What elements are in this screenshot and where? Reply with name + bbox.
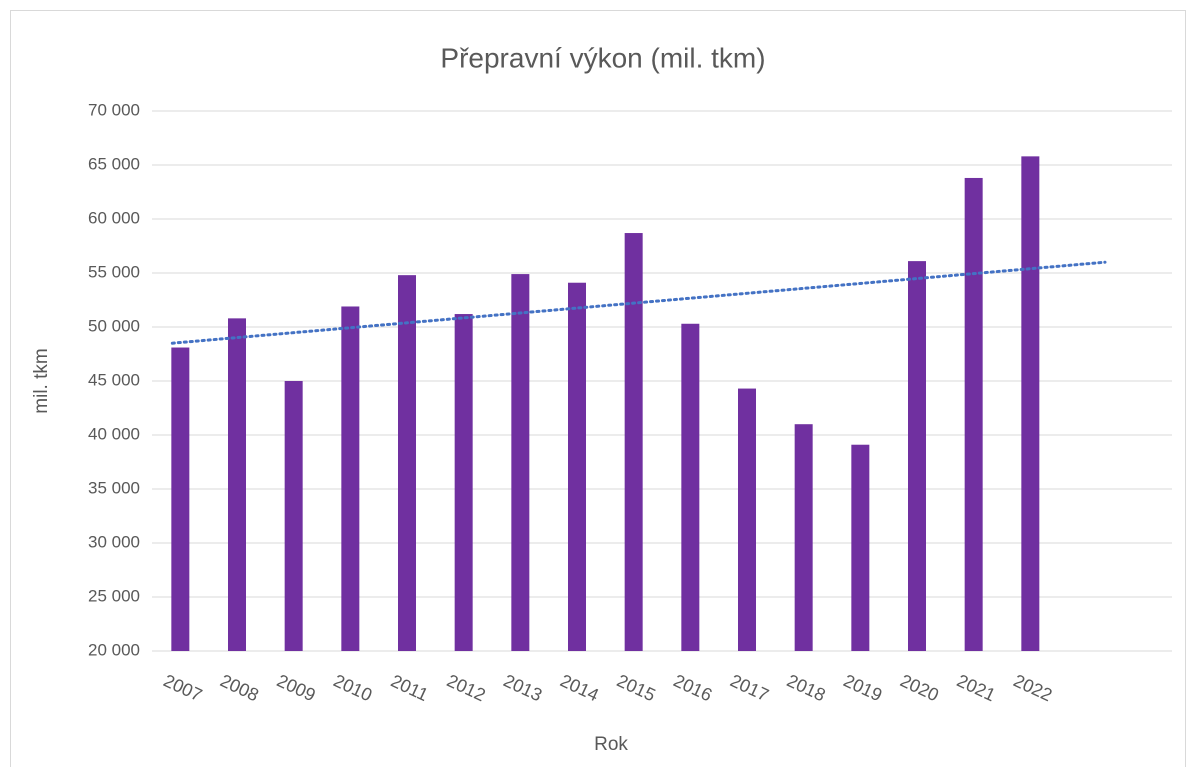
bar — [738, 388, 756, 651]
bar — [228, 318, 246, 651]
y-tick-label: 20 000 — [88, 640, 140, 659]
bar — [964, 177, 983, 651]
bar — [624, 233, 643, 652]
y-tick-label: 50 000 — [88, 316, 140, 335]
x-tick-label: 2022 — [1010, 670, 1055, 705]
x-tick-label: 2010 — [330, 670, 375, 705]
y-tick-label: 25 000 — [88, 586, 140, 605]
y-tick-label: 45 000 — [88, 370, 140, 389]
trendline — [170, 260, 1107, 345]
x-tick-label: 2014 — [557, 670, 602, 705]
y-tick-label: 30 000 — [88, 532, 140, 551]
x-tick-label: 2012 — [444, 670, 489, 705]
x-tick-label: 2015 — [614, 670, 659, 705]
x-tick-label: 2021 — [954, 670, 999, 705]
x-tick-label: 2018 — [784, 670, 829, 705]
bar — [284, 381, 303, 651]
bar — [341, 306, 360, 651]
x-tick-label: 2020 — [897, 670, 942, 705]
bar — [908, 261, 926, 651]
x-tick-label: 2016 — [670, 670, 715, 705]
y-tick-label: 70 000 — [88, 100, 140, 119]
x-tick-label: 2019 — [840, 670, 885, 705]
bar — [794, 424, 813, 651]
y-tick-label: 55 000 — [88, 262, 140, 281]
x-tick-label: 2008 — [217, 670, 262, 705]
y-tick-label: 65 000 — [88, 154, 140, 173]
x-tick-label: 2009 — [274, 670, 319, 705]
bar — [1021, 156, 1040, 652]
chart-title: Přepravní výkon (mil. tkm) — [440, 42, 765, 73]
x-tick-label: 2017 — [727, 670, 772, 705]
bar — [851, 444, 870, 651]
bar — [681, 323, 700, 651]
x-tick-label: 2013 — [500, 670, 545, 705]
y-axis-title: mil. tkm — [31, 348, 52, 413]
bar — [171, 347, 190, 651]
bar — [511, 274, 530, 651]
bar — [454, 314, 473, 651]
y-tick-label: 35 000 — [88, 478, 140, 497]
x-tick-label: 2007 — [160, 670, 205, 705]
x-axis-title: Rok — [594, 734, 628, 755]
bar — [398, 275, 416, 651]
x-tick-label: 2011 — [388, 671, 432, 705]
y-tick-label: 60 000 — [88, 208, 140, 227]
bar — [568, 282, 586, 651]
y-tick-label: 40 000 — [88, 424, 140, 443]
